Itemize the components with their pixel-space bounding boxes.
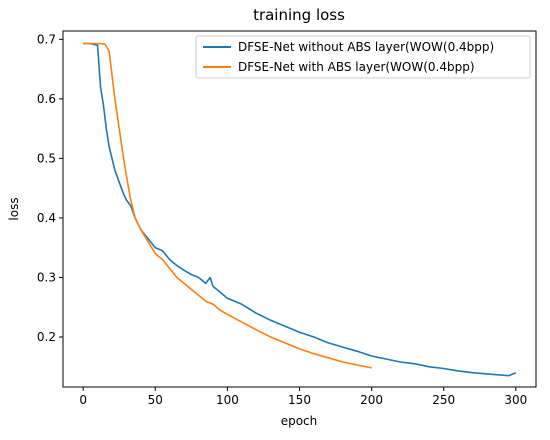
plot-area bbox=[83, 42, 517, 377]
y-tick-label: 0.5 bbox=[37, 151, 56, 165]
legend-label-with-abs: DFSE-Net with ABS layer(WOW(0.4bpp) bbox=[238, 60, 475, 74]
x-tick-label: 100 bbox=[216, 393, 239, 407]
y-tick-label: 0.6 bbox=[37, 92, 56, 106]
legend-box bbox=[195, 35, 531, 79]
axis-ticks: 0 50 100 150 200 250 300 0.2 0.3 0.4 0.5 0.6 0.7 bbox=[37, 32, 527, 407]
legend: DFSE-Net without ABS layer(WOW(0.4bpp) D… bbox=[195, 35, 531, 79]
x-tick-label: 50 bbox=[148, 393, 163, 407]
x-tick-label: 250 bbox=[432, 393, 455, 407]
series-line-1 bbox=[83, 42, 372, 369]
x-tick-label: 300 bbox=[504, 393, 527, 407]
y-tick-label: 0.3 bbox=[37, 270, 56, 284]
y-axis-label: loss bbox=[7, 197, 21, 220]
legend-label-without-abs: DFSE-Net without ABS layer(WOW(0.4bpp) bbox=[238, 40, 494, 54]
x-tick-label: 200 bbox=[360, 393, 383, 407]
axes-frame bbox=[62, 30, 537, 388]
y-tick-label: 0.2 bbox=[37, 330, 56, 344]
x-axis-label: epoch bbox=[281, 414, 318, 428]
y-tick-label: 0.4 bbox=[37, 211, 56, 225]
x-tick-label: 0 bbox=[79, 393, 87, 407]
series-line-0 bbox=[83, 42, 517, 377]
chart-title: training loss bbox=[253, 6, 345, 24]
x-tick-label: 150 bbox=[288, 393, 311, 407]
y-tick-label: 0.7 bbox=[37, 32, 56, 46]
